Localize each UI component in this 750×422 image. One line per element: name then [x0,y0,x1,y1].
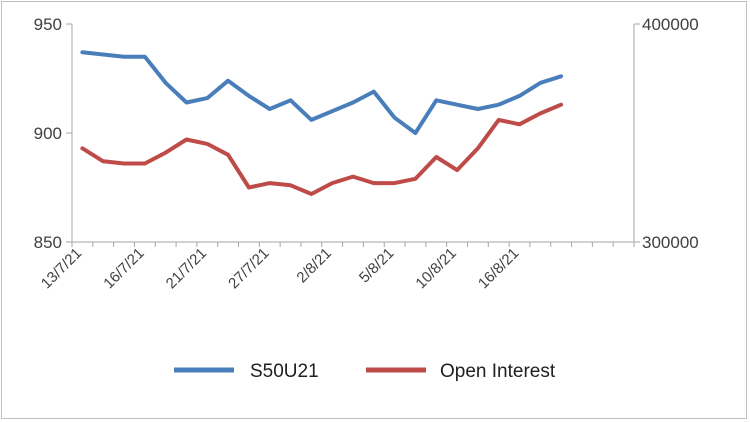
series-line-s50u21 [80,50,564,135]
left-tick-label: 950 [34,15,62,34]
x-tick-label: 27/7/21 [225,245,272,292]
x-axis-ticks: 13/7/21 16/7/21 21/7/21 27/7/21 2/8/21 5/8/21… [38,242,635,292]
right-axis-ticks: 300000 400000 [634,15,699,252]
x-tick-label: 5/8/21 [356,245,398,287]
x-tick-label: 16/8/21 [475,245,522,292]
x-tick-label: 10/8/21 [412,245,459,292]
right-tick-label: 300000 [642,233,699,252]
legend-label-s50u21: S50U21 [250,361,319,382]
series-lines [80,50,564,196]
left-axis-ticks: 850 900 950 [34,15,72,252]
right-tick-label: 400000 [642,15,699,34]
legend-label-open-interest: Open Interest [440,361,556,382]
left-tick-label: 900 [34,124,62,143]
x-tick-label: 21/7/21 [163,245,210,292]
x-tick-label: 16/7/21 [100,245,147,292]
legend: S50U21 Open Interest [174,361,556,382]
x-tick-label: 2/8/21 [293,245,335,287]
chart-axes [71,24,635,243]
left-tick-label: 850 [34,233,62,252]
series-line-open-interest [80,102,564,196]
